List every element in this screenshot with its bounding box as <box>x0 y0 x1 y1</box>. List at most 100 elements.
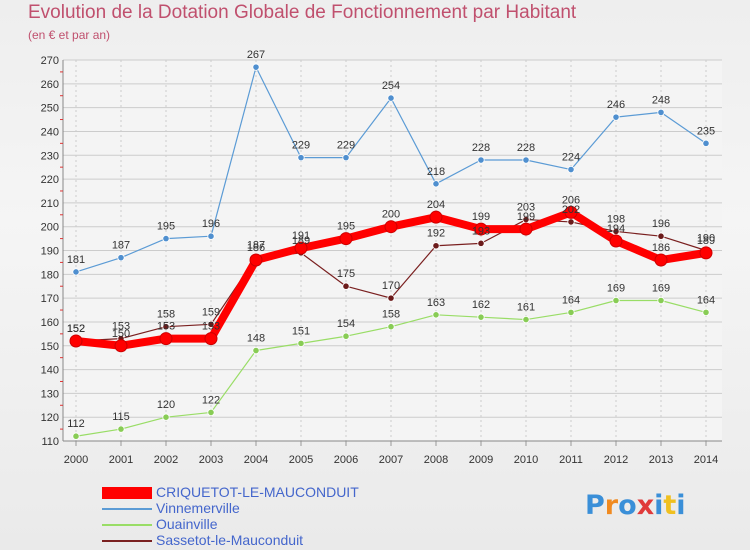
x-tick-label: 2007 <box>379 454 403 466</box>
data-point <box>612 296 620 305</box>
data-label: 189 <box>292 235 310 247</box>
data-point <box>294 241 308 255</box>
data-label: 229 <box>337 140 355 152</box>
data-label: 164 <box>697 294 715 306</box>
data-point <box>432 180 440 188</box>
data-label: 163 <box>427 297 445 309</box>
data-label: 148 <box>247 333 265 345</box>
data-label: 181 <box>67 254 85 266</box>
y-tick-label: 240 <box>41 126 59 138</box>
y-tick-label: 190 <box>41 246 59 258</box>
data-label: 200 <box>382 209 400 221</box>
data-label: 204 <box>427 199 445 211</box>
data-label: 195 <box>157 221 175 233</box>
data-label: 169 <box>607 283 625 295</box>
y-tick-label: 230 <box>41 150 59 162</box>
data-label: 248 <box>652 94 670 106</box>
series-vinnemerville <box>72 63 710 276</box>
data-point <box>654 253 668 267</box>
data-point <box>207 408 215 417</box>
data-point <box>477 156 485 164</box>
data-point <box>432 311 440 319</box>
data-point <box>522 315 530 324</box>
data-label: 206 <box>562 194 580 206</box>
line-chart: 110 120 130 140 150 160 170 180 190 200 210 220 230 2… <box>41 49 722 466</box>
data-point <box>114 339 128 353</box>
data-point <box>162 234 170 243</box>
data-label: 120 <box>157 399 175 411</box>
data-point <box>297 154 305 162</box>
data-point <box>699 246 713 260</box>
legend-label: CRIQUETOT-LE-MAUCONDUIT <box>156 484 359 500</box>
data-label: 151 <box>292 325 310 337</box>
data-label: 218 <box>427 166 445 178</box>
data-label: 246 <box>607 99 625 111</box>
y-tick-label: 110 <box>41 436 59 448</box>
legend-item: CRIQUETOT-LE-MAUCONDUIT <box>102 484 402 501</box>
data-point <box>657 232 665 240</box>
data-point <box>162 323 170 331</box>
x-tick-label: 2013 <box>649 454 673 466</box>
data-point <box>477 313 485 321</box>
data-point <box>567 165 575 174</box>
data-label: 158 <box>157 309 175 321</box>
data-point <box>657 296 665 305</box>
data-label: 152 <box>67 323 85 335</box>
data-label: 199 <box>517 211 535 223</box>
data-label: 115 <box>112 411 130 423</box>
data-label: 150 <box>112 328 130 340</box>
data-label: 153 <box>202 321 220 333</box>
data-label: 191 <box>292 230 310 242</box>
data-label: 198 <box>607 213 625 225</box>
logo-letter: r <box>604 490 619 521</box>
data-label: 187 <box>112 240 130 252</box>
chart-title: Evolution de la Dotation Globale de Fonc… <box>28 2 577 23</box>
y-tick-label: 250 <box>41 103 59 115</box>
series-criquetot-le-mauconduit <box>69 205 713 353</box>
series-ouainville <box>72 296 710 440</box>
legend-label: Ouainville <box>156 516 218 532</box>
logo-letter: x <box>636 490 655 521</box>
y-tick-label: 170 <box>41 293 59 305</box>
data-point <box>387 294 395 302</box>
data-label: 186 <box>652 242 670 254</box>
data-label: 189 <box>697 235 715 247</box>
x-tick-label: 2001 <box>109 454 133 466</box>
legend-item: Ouainville <box>102 516 402 533</box>
y-tick-label: 150 <box>41 341 59 353</box>
data-point <box>117 425 125 433</box>
data-label: 228 <box>472 142 490 154</box>
data-point <box>72 268 80 276</box>
data-label: 170 <box>382 280 400 292</box>
logo-letter: t <box>663 490 677 521</box>
data-point <box>384 220 398 234</box>
y-tick-label: 220 <box>41 174 59 186</box>
data-point <box>117 254 125 262</box>
data-point <box>249 253 263 267</box>
x-tick-label: 2003 <box>199 454 223 466</box>
data-label: 254 <box>382 80 400 92</box>
data-label: 192 <box>427 228 445 240</box>
data-label: 164 <box>562 294 580 306</box>
data-point <box>342 332 350 340</box>
y-tick-label: 270 <box>41 55 59 67</box>
data-label: 152 <box>67 323 85 335</box>
y-tick-label: 180 <box>41 269 59 281</box>
legend-label: Sassetot-le-Mauconduit <box>156 532 304 548</box>
y-tick-label: 260 <box>41 79 59 91</box>
data-label: 161 <box>517 302 535 314</box>
y-tick-label: 130 <box>41 388 59 400</box>
data-point <box>72 432 80 440</box>
data-point <box>429 210 443 224</box>
data-point <box>702 308 710 317</box>
x-tick-label: 2006 <box>334 454 358 466</box>
data-label: 175 <box>337 268 355 280</box>
data-label: 153 <box>112 321 130 333</box>
data-label: 196 <box>652 218 670 230</box>
data-label: 196 <box>202 218 220 230</box>
chart-subtitle: (en € et par an) <box>28 28 111 42</box>
y-tick-label: 140 <box>41 365 59 377</box>
y-tick-label: 200 <box>41 222 59 234</box>
data-label: 194 <box>607 223 625 235</box>
x-tick-label: 2014 <box>694 454 718 466</box>
